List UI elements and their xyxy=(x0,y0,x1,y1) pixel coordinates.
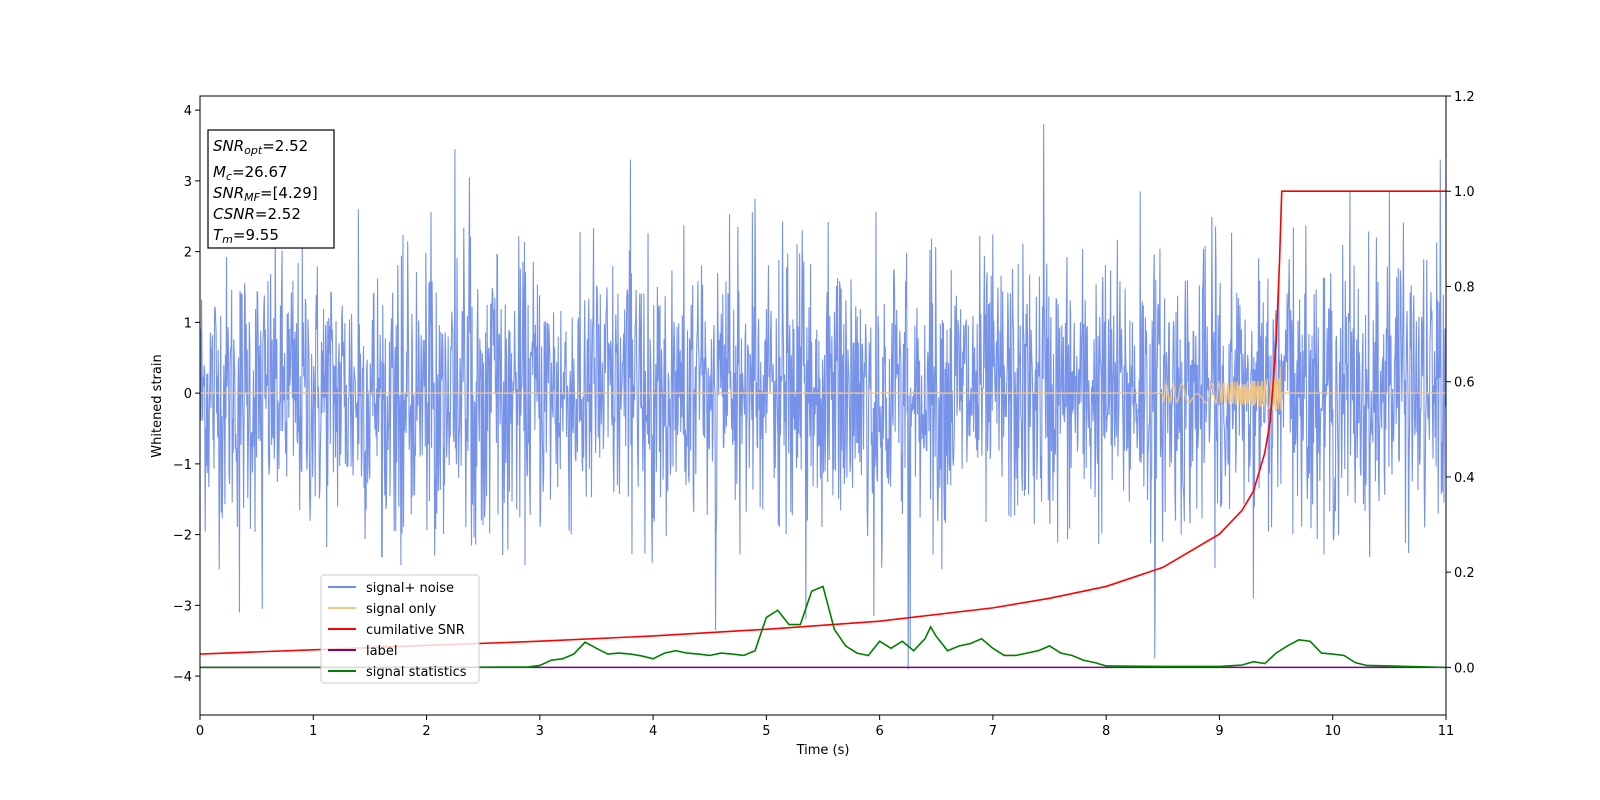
annotation-csnr: CSNR=2.52 xyxy=(213,205,301,223)
y-right-tick-label: 0.4 xyxy=(1454,471,1475,486)
x-tick-label: 4 xyxy=(649,724,657,739)
series-signal-noise xyxy=(200,124,1446,670)
x-axis-label: Time (s) xyxy=(796,743,850,758)
y-right-tick-label: 0.6 xyxy=(1454,376,1475,391)
legend-entry-label: cumilative SNR xyxy=(366,623,465,638)
legend-entry-label: signal only xyxy=(366,602,436,617)
series-signal-statistics xyxy=(200,585,1446,669)
y-right-tick-label: 0.0 xyxy=(1454,661,1475,676)
x-tick-label: 1 xyxy=(309,724,317,739)
legend: signal+ noise signal only cumilative SNR la… xyxy=(320,574,480,684)
y-left-tick-label: 1 xyxy=(184,316,192,331)
ticks: 0 1 2 3 4 5 6 7 8 9 10 11 −4 −3 −2 −1 0 1 2 3 4 0.0 0.2 0.4 0.6 0… xyxy=(173,90,1475,739)
x-tick-label: 6 xyxy=(875,724,883,739)
annotation-snr-mf: SNRMF=[4.29] xyxy=(213,184,318,204)
y-axis-label: Whitened strain xyxy=(150,354,165,457)
x-tick-label: 2 xyxy=(422,724,430,739)
x-tick-label: 3 xyxy=(536,724,544,739)
legend-entry-label: signal statistics xyxy=(366,665,467,680)
x-tick-label: 8 xyxy=(1102,724,1110,739)
annotation-tm: Tm=9.55 xyxy=(213,226,279,246)
y-left-tick-label: 4 xyxy=(184,104,192,119)
annotation-box: SNRopt=2.52 Mc=26.67SNRMF=[4.29]CSNR=2.52… xyxy=(207,129,335,249)
y-left-tick-label: 0 xyxy=(184,387,192,402)
annotation-mc: Mc=26.67 xyxy=(213,163,288,183)
y-left-tick-label: −3 xyxy=(173,599,192,614)
series-cumilative-snr xyxy=(200,190,1446,655)
legend-entry-label: signal+ noise xyxy=(366,581,454,596)
y-left-tick-label: 3 xyxy=(184,175,192,190)
legend-entry-label: label xyxy=(366,644,397,659)
y-right-tick-label: 1.0 xyxy=(1454,185,1475,200)
y-left-tick-label: −1 xyxy=(173,458,192,473)
y-left-tick-label: −4 xyxy=(173,670,192,685)
y-right-tick-label: 0.8 xyxy=(1454,280,1475,295)
legend-frame xyxy=(320,574,480,684)
x-tick-label: 7 xyxy=(989,724,997,739)
axes-frame xyxy=(199,95,1447,716)
x-tick-label: 11 xyxy=(1438,724,1455,739)
x-tick-label: 0 xyxy=(196,724,204,739)
y-left-tick-label: −2 xyxy=(173,529,192,544)
y-left-tick-label: 2 xyxy=(184,246,192,261)
y-right-tick-label: 0.2 xyxy=(1454,566,1475,581)
annotation-frame xyxy=(207,129,335,249)
x-tick-label: 5 xyxy=(762,724,770,739)
x-tick-label: 9 xyxy=(1215,724,1223,739)
series-signal-only xyxy=(200,366,1446,412)
y-right-tick-label: 1.2 xyxy=(1454,90,1475,105)
x-tick-label: 10 xyxy=(1324,724,1341,739)
annotation-snr-opt: SNRopt=2.52 xyxy=(213,137,308,157)
